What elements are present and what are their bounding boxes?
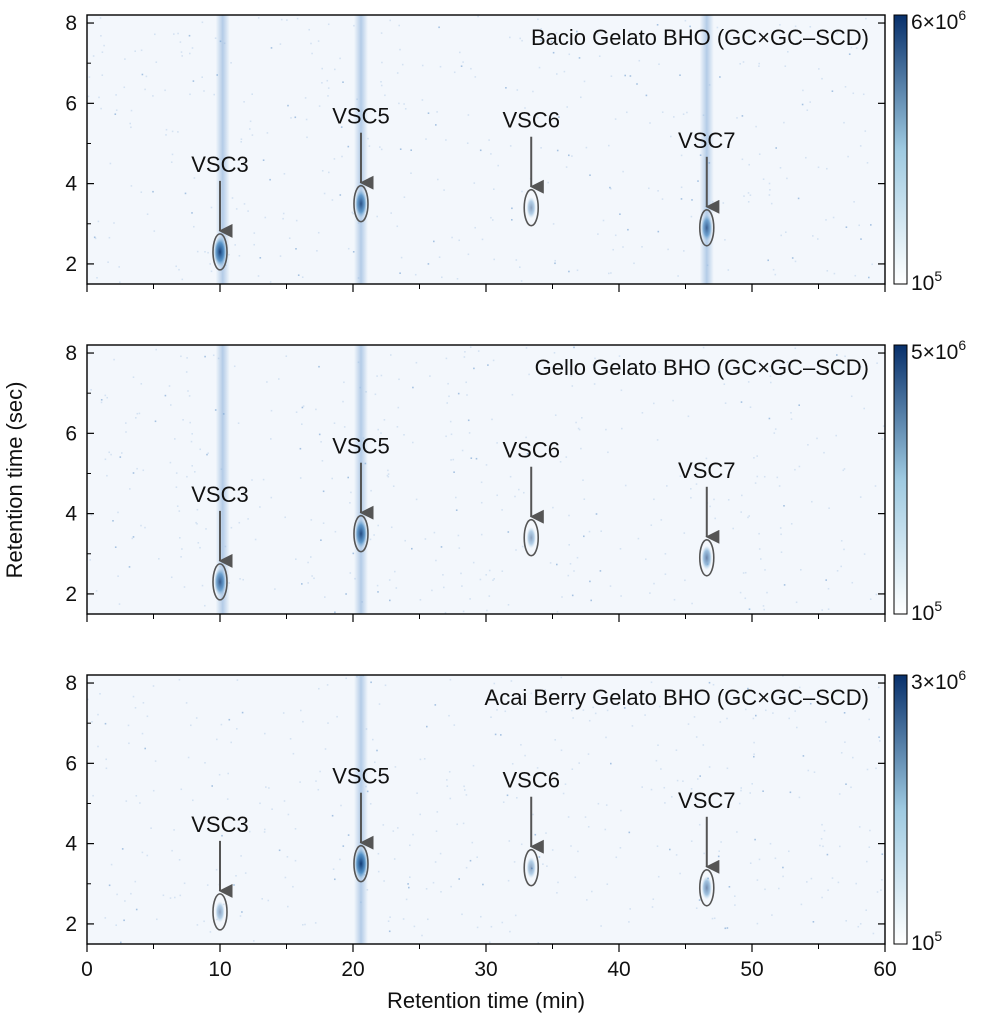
- y-tick-label: 8: [65, 672, 77, 695]
- panel-1: VSC3 VSC5 VSC6 VSC7 Bacio Gelato BHO (GC×GC–…: [65, 7, 966, 295]
- peak-label: VSC5: [332, 764, 389, 789]
- colorbar-min-exponent: 5: [934, 928, 942, 944]
- panel-3: VSC3 VSC5 VSC6 VSC7 Acai Berry Gelato BHO (G…: [65, 667, 966, 981]
- peak-spot: [700, 214, 713, 241]
- y-tick-label: 6: [65, 422, 77, 445]
- x-tick-label: 10: [208, 958, 231, 981]
- colorbar-min-exponent: 5: [934, 268, 942, 284]
- plot-area: [87, 675, 885, 944]
- peak-label: VSC7: [678, 458, 735, 483]
- y-tick-label: 8: [65, 342, 77, 365]
- peak-spot: [354, 848, 368, 880]
- colorbar: [893, 674, 908, 945]
- peak-spot: [526, 856, 536, 879]
- x-tick-label: 50: [740, 958, 763, 981]
- peak-spot: [213, 567, 227, 596]
- peak-label: VSC6: [502, 768, 559, 793]
- y-tick-label: 4: [65, 833, 77, 856]
- peak-label: VSC7: [678, 788, 735, 813]
- peak-spot: [701, 875, 712, 900]
- y-tick-label: 6: [65, 752, 77, 775]
- peak-label: VSC7: [678, 128, 735, 153]
- panel-title: Bacio Gelato BHO (GC×GC–SCD): [531, 25, 869, 50]
- peak-label: VSC6: [502, 108, 559, 133]
- colorbar-max-exponent: 6: [958, 7, 966, 23]
- colorbar: [893, 344, 908, 615]
- colorbar-max-exponent: 6: [958, 667, 966, 683]
- peak-label: VSC3: [191, 812, 248, 837]
- x-axis-label: Retention time (min): [387, 988, 585, 1013]
- peak-label: VSC5: [332, 104, 389, 129]
- panel-2: VSC3 VSC5 VSC6 VSC7 Gello Gelato BHO (GC×GC–…: [65, 337, 966, 625]
- peak-label: VSC5: [332, 434, 389, 459]
- x-tick-label: 60: [873, 958, 896, 981]
- colorbar-min-label: 105: [911, 598, 942, 625]
- plot-area: [87, 15, 885, 284]
- y-tick-label: 2: [65, 913, 77, 936]
- y-tick-label: 4: [65, 173, 77, 196]
- peak-spot: [354, 189, 368, 218]
- plot-area: [87, 345, 885, 614]
- peak-label: VSC3: [191, 482, 248, 507]
- panels: VSC3 VSC5 VSC6 VSC7 Bacio Gelato BHO (GC×GC–…: [65, 7, 966, 981]
- peak-spot: [526, 526, 536, 549]
- colorbar: [893, 14, 908, 285]
- y-tick-label: 4: [65, 503, 77, 526]
- column-streak: [699, 15, 714, 284]
- colorbar-max-label: 3×106: [911, 667, 966, 694]
- peak-spot: [354, 519, 368, 549]
- y-tick-label: 8: [65, 12, 77, 35]
- colorbar-max-label: 5×106: [911, 337, 966, 364]
- x-tick-label: 30: [474, 958, 497, 981]
- y-tick-label: 2: [65, 583, 77, 606]
- x-tick-label: 40: [607, 958, 630, 981]
- colorbar-min-label: 105: [911, 928, 942, 955]
- peak-spot: [215, 901, 225, 923]
- panel-title: Acai Berry Gelato BHO (GC×GC–SCD): [485, 685, 869, 710]
- peak-spot: [526, 196, 536, 219]
- noise-texture: [87, 675, 884, 944]
- peak-label: VSC6: [502, 438, 559, 463]
- colorbar-max-exponent: 6: [958, 337, 966, 353]
- peak-spot: [701, 545, 713, 570]
- y-tick-label: 6: [65, 92, 77, 115]
- colorbar-min-label: 105: [911, 268, 942, 295]
- colorbar-max-label: 6×106: [911, 7, 966, 34]
- peak-spot: [213, 236, 227, 268]
- panel-title: Gello Gelato BHO (GC×GC–SCD): [535, 355, 869, 380]
- x-tick-label: 0: [81, 958, 93, 981]
- y-axis-label: Retention time (sec): [2, 382, 27, 579]
- x-tick-label: 20: [341, 958, 364, 981]
- peak-label: VSC3: [191, 152, 248, 177]
- colorbar-min-exponent: 5: [934, 598, 942, 614]
- y-tick-label: 2: [65, 253, 77, 276]
